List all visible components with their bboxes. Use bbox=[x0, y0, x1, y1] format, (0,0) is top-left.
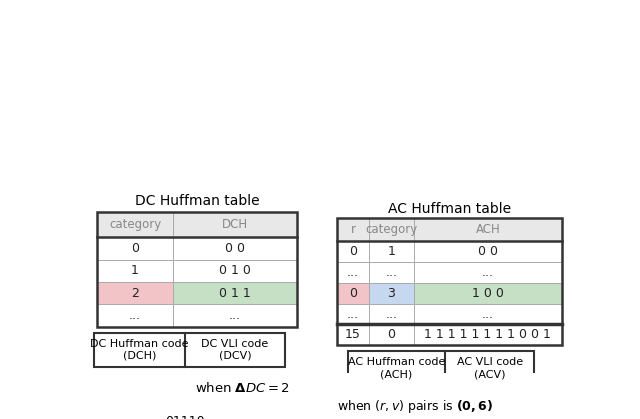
Bar bbox=[337, 262, 369, 283]
Bar bbox=[337, 324, 369, 345]
Bar bbox=[173, 282, 297, 304]
Text: 1: 1 bbox=[387, 245, 395, 258]
Bar bbox=[97, 212, 297, 327]
Text: DC Huffman code
(DCH): DC Huffman code (DCH) bbox=[90, 339, 189, 361]
Text: ...: ... bbox=[482, 266, 494, 279]
Text: category: category bbox=[365, 223, 417, 236]
Bar bbox=[369, 262, 413, 283]
Text: AC VLI code
(ACV): AC VLI code (ACV) bbox=[456, 357, 523, 379]
Bar bbox=[369, 218, 413, 241]
Text: ...: ... bbox=[385, 308, 397, 321]
Bar bbox=[157, 411, 213, 419]
Text: 0: 0 bbox=[387, 328, 396, 341]
Text: 0 0: 0 0 bbox=[225, 242, 245, 255]
Text: 0 1 1: 0 1 1 bbox=[219, 287, 251, 300]
Text: when $(r, v)$ pairs is $\mathbf{(0, 6)}$: when $(r, v)$ pairs is $\mathbf{(0, 6)}$ bbox=[337, 398, 493, 415]
Bar bbox=[97, 282, 173, 304]
Bar bbox=[369, 241, 413, 262]
Bar bbox=[337, 304, 369, 324]
Bar bbox=[97, 238, 173, 260]
Text: 1 1 1 1 1 1 1 1 0 0 1: 1 1 1 1 1 1 1 1 0 0 1 bbox=[424, 328, 551, 341]
Bar bbox=[369, 324, 413, 345]
Text: DC Huffman table: DC Huffman table bbox=[134, 194, 259, 208]
Bar bbox=[413, 241, 562, 262]
Text: DCH: DCH bbox=[222, 218, 248, 231]
Text: ...: ... bbox=[129, 309, 141, 322]
Bar bbox=[369, 304, 413, 324]
Text: ACH: ACH bbox=[476, 223, 500, 236]
Text: ...: ... bbox=[385, 266, 397, 279]
Text: 0: 0 bbox=[349, 245, 357, 258]
Bar bbox=[97, 304, 173, 327]
Bar bbox=[173, 260, 297, 282]
Bar bbox=[413, 262, 562, 283]
Text: ...: ... bbox=[347, 308, 359, 321]
Text: 1: 1 bbox=[131, 264, 139, 277]
Text: ...: ... bbox=[229, 309, 241, 322]
Text: 0: 0 bbox=[349, 287, 357, 300]
Text: category: category bbox=[109, 218, 161, 231]
Text: 3: 3 bbox=[387, 287, 395, 300]
Text: AC Huffman code
(ACH): AC Huffman code (ACH) bbox=[348, 357, 445, 379]
Bar bbox=[337, 283, 369, 304]
Text: DC VLI code
(DCV): DC VLI code (DCV) bbox=[202, 339, 269, 361]
Text: 0 0: 0 0 bbox=[478, 245, 498, 258]
Text: 0: 0 bbox=[131, 242, 139, 255]
Bar bbox=[348, 352, 534, 385]
Text: ...: ... bbox=[482, 308, 494, 321]
Text: 0 1 0: 0 1 0 bbox=[219, 264, 251, 277]
Bar bbox=[413, 304, 562, 324]
Bar bbox=[97, 212, 173, 238]
Bar bbox=[413, 218, 562, 241]
Text: 2: 2 bbox=[131, 287, 139, 300]
Bar bbox=[337, 218, 562, 345]
Text: AC Huffman table: AC Huffman table bbox=[388, 202, 511, 216]
Text: when $\boldsymbol{\Delta}DC = 2$: when $\boldsymbol{\Delta}DC = 2$ bbox=[195, 381, 290, 395]
Bar bbox=[337, 218, 369, 241]
Text: r: r bbox=[351, 223, 356, 236]
Text: ...: ... bbox=[347, 266, 359, 279]
Bar bbox=[94, 333, 285, 367]
Text: 15: 15 bbox=[345, 328, 361, 341]
Bar bbox=[369, 283, 413, 304]
Text: 01110: 01110 bbox=[166, 415, 205, 419]
Bar bbox=[413, 324, 562, 345]
Bar bbox=[173, 212, 297, 238]
Bar bbox=[173, 304, 297, 327]
Bar bbox=[173, 238, 297, 260]
Bar bbox=[337, 241, 369, 262]
Bar bbox=[413, 283, 562, 304]
Bar bbox=[97, 260, 173, 282]
Text: 1 0 0: 1 0 0 bbox=[472, 287, 504, 300]
